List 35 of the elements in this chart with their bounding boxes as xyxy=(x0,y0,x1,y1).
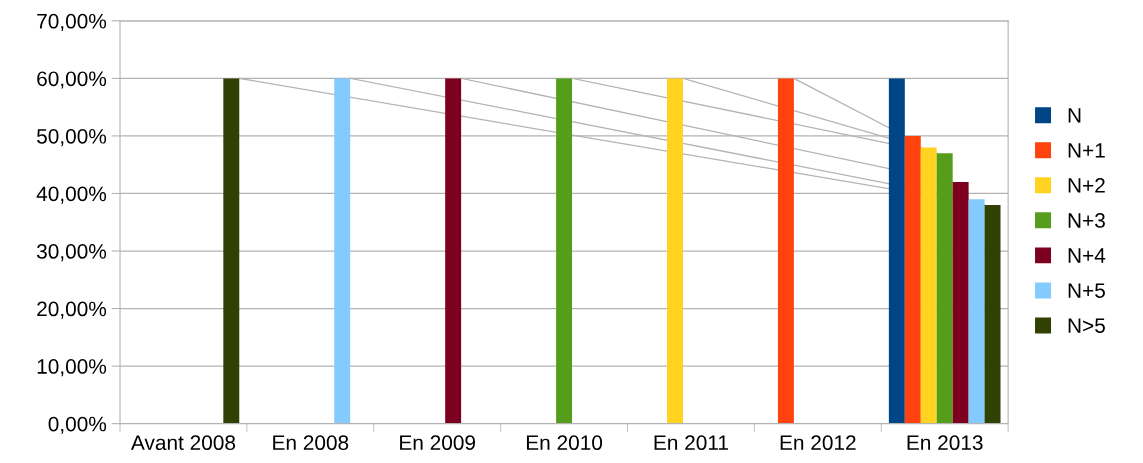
y-tick-label: 70,00% xyxy=(37,13,107,32)
bar xyxy=(952,181,969,424)
y-tick-label: 30,00% xyxy=(36,244,107,262)
legend-label: N xyxy=(1068,108,1081,123)
x-tick-label: En 2011 xyxy=(654,435,728,451)
x-tick-label: En 2009 xyxy=(400,435,476,451)
bar xyxy=(445,78,462,424)
legend-label: N+2 xyxy=(1068,178,1105,193)
y-tick-label: 20,00% xyxy=(37,301,107,319)
bar xyxy=(920,147,937,424)
bar xyxy=(334,78,351,424)
bar xyxy=(667,78,683,424)
y-tick-label: 10,00% xyxy=(37,359,107,377)
x-tick-label: En 2013 xyxy=(907,435,983,451)
legend-label: N+1 xyxy=(1068,143,1105,158)
y-tick-label: 0,00% xyxy=(48,416,107,434)
bar xyxy=(968,199,985,424)
bar xyxy=(936,153,953,424)
bar xyxy=(984,204,1001,424)
y-tick-label: 40,00% xyxy=(36,186,107,204)
legend-label: N+3 xyxy=(1068,213,1105,228)
y-tick-label: 50,00% xyxy=(37,128,107,147)
legend-label: N+4 xyxy=(1068,248,1106,263)
x-tick-label: Avant 2008 xyxy=(130,435,236,451)
bar xyxy=(904,135,921,424)
bar xyxy=(777,78,794,424)
bar xyxy=(223,78,240,424)
bar xyxy=(556,78,573,424)
y-tick-label: 60,00% xyxy=(37,71,107,89)
bar xyxy=(888,78,905,424)
legend-label: N>5 xyxy=(1068,318,1105,333)
x-tick-label: En 2012 xyxy=(780,435,856,451)
legend-label: N+5 xyxy=(1068,283,1105,298)
x-tick-label: En 2010 xyxy=(526,435,603,451)
x-tick-label: En 2008 xyxy=(273,435,349,451)
